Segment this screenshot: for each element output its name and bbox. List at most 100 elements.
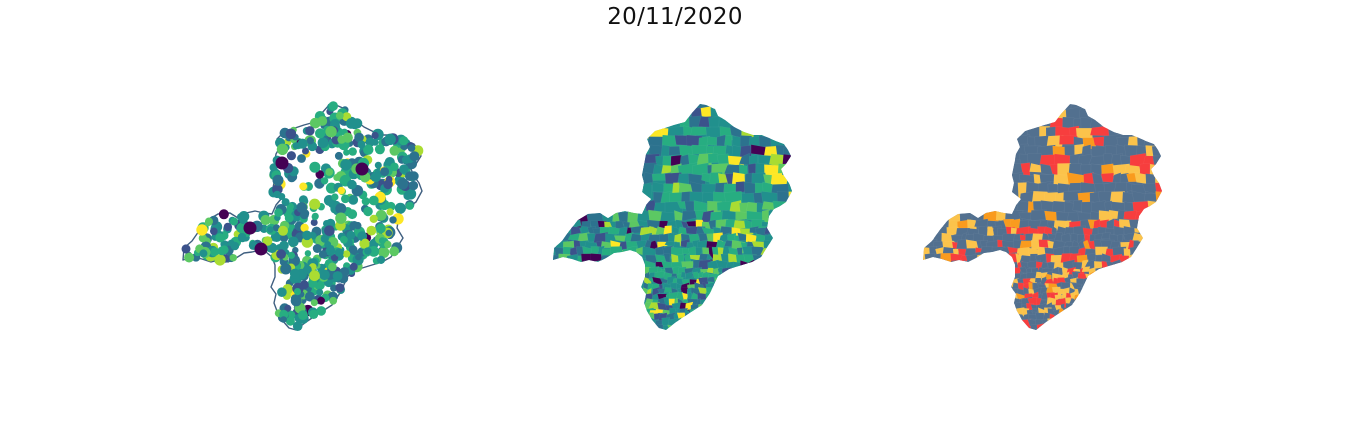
city-bubble <box>310 299 318 307</box>
municipality <box>1065 302 1075 315</box>
municipality <box>1084 273 1093 279</box>
municipality <box>643 276 652 285</box>
municipality <box>749 226 760 234</box>
city-bubble <box>354 221 362 230</box>
city-bubble <box>331 193 339 201</box>
city-bubble <box>267 242 278 253</box>
municipality <box>1118 260 1132 271</box>
city-bubble <box>306 137 314 145</box>
city-bubble <box>243 221 257 235</box>
city-bubble <box>277 287 287 297</box>
municipality <box>782 201 792 214</box>
city-bubble <box>368 195 379 206</box>
city-bubble <box>317 116 328 126</box>
municipality <box>1054 315 1060 320</box>
city-bubble <box>320 177 329 185</box>
municipality <box>768 210 785 220</box>
city-bubble <box>397 178 409 190</box>
city-bubble <box>405 201 414 210</box>
city-bubble <box>343 149 350 156</box>
city-bubble <box>328 262 337 272</box>
municipality <box>656 323 664 330</box>
city-bubble <box>303 265 312 274</box>
municipality <box>1093 136 1105 147</box>
city-bubble <box>275 156 289 170</box>
municipality <box>657 288 667 295</box>
municipality <box>1134 228 1145 233</box>
city-bubble <box>375 223 386 234</box>
city-bubble <box>329 296 338 305</box>
municipality <box>1100 232 1111 240</box>
city-bubble <box>280 316 287 323</box>
city-bubble <box>366 225 377 236</box>
city-bubble <box>204 219 212 227</box>
city-bubble <box>276 143 289 155</box>
city-bubble <box>284 213 294 223</box>
city-bubble <box>312 244 322 253</box>
city-bubble <box>341 194 350 204</box>
city-bubble <box>293 288 302 296</box>
city-bubble <box>335 111 344 120</box>
city-bubble <box>331 254 339 262</box>
city-bubble <box>238 233 247 241</box>
city-bubble <box>363 206 373 217</box>
city-bubble <box>389 216 397 224</box>
city-bubble <box>305 126 315 136</box>
city-bubble <box>337 186 345 195</box>
municipality <box>1054 294 1062 301</box>
city-bubble <box>328 101 338 111</box>
city-bubble <box>346 230 356 240</box>
city-bubble <box>278 225 288 236</box>
city-bubble <box>210 227 218 236</box>
city-bubble <box>229 254 237 262</box>
city-bubble <box>348 245 358 254</box>
municipality <box>782 154 792 165</box>
municipality <box>1152 155 1162 172</box>
city-bubble <box>238 211 250 222</box>
municipality <box>1041 268 1053 273</box>
municipality <box>1047 318 1059 330</box>
city-bubble <box>215 233 225 243</box>
city-bubble <box>254 242 268 256</box>
city-bubble <box>371 131 379 139</box>
municipality <box>662 325 672 330</box>
city-bubble <box>260 214 271 226</box>
city-bubble <box>409 151 420 162</box>
city-bubble <box>223 222 233 232</box>
municipality <box>1072 268 1081 272</box>
municipality <box>661 165 673 174</box>
city-bubble <box>333 174 341 181</box>
city-bubble <box>407 144 416 152</box>
city-bubble <box>317 137 329 149</box>
city-bubble <box>319 269 330 281</box>
viridis-choropleth-map <box>553 104 792 330</box>
city-bubble <box>330 284 338 292</box>
city-bubble <box>279 309 289 320</box>
city-bubble <box>340 235 348 244</box>
municipality <box>761 221 770 227</box>
city-bubble <box>386 208 394 216</box>
municipality <box>976 254 985 265</box>
municipality <box>1047 183 1059 192</box>
municipality <box>772 200 787 215</box>
risk-choropleth-map <box>923 104 1162 330</box>
city-bubble <box>375 209 387 221</box>
municipality <box>680 271 686 278</box>
city-bubble <box>289 268 301 279</box>
city-bubble <box>378 237 386 245</box>
city-bubble <box>304 291 315 302</box>
municipality <box>706 267 714 274</box>
city-bubble <box>345 118 357 129</box>
city-bubble <box>280 263 292 275</box>
city-bubble <box>279 240 289 251</box>
city-bubble <box>296 202 308 213</box>
city-bubble <box>401 155 411 164</box>
municipality <box>1147 200 1160 221</box>
city-bubble <box>311 213 319 221</box>
municipality <box>1072 199 1083 212</box>
city-bubble <box>335 203 347 215</box>
city-bubble <box>355 253 362 261</box>
city-bubble <box>285 128 297 140</box>
city-bubble <box>316 288 324 296</box>
city-bubble <box>288 236 299 248</box>
